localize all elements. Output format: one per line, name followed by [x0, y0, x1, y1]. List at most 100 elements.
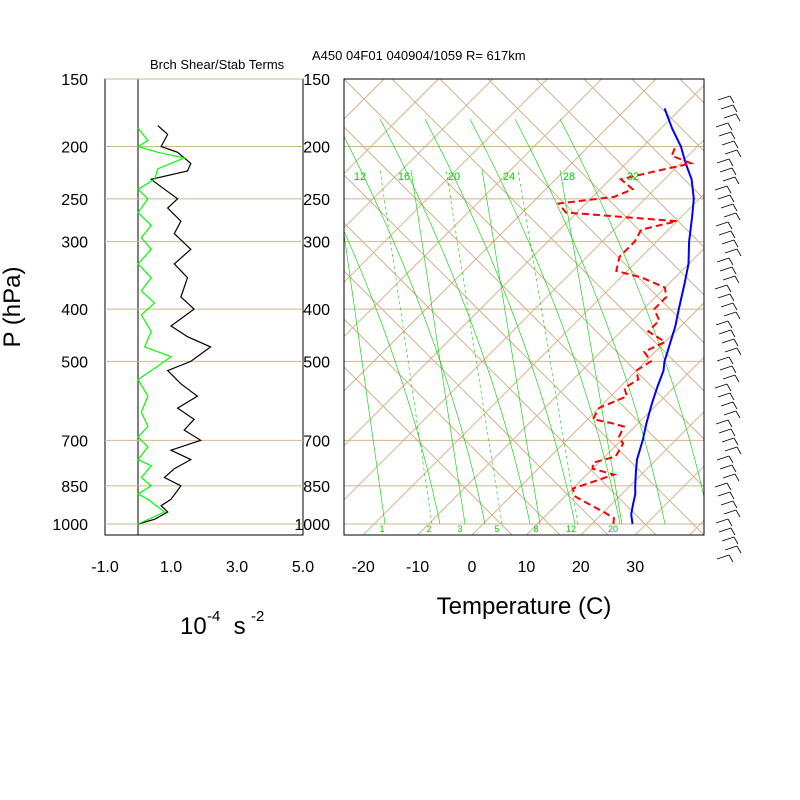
wind-barb-shaft — [715, 320, 729, 326]
wind-barb-flag — [730, 131, 736, 140]
wind-barb-flag — [733, 536, 739, 545]
pressure-tick-label-right: 850 — [303, 479, 330, 496]
temperature-tick-label: -20 — [352, 559, 375, 576]
wind-barb-flag — [731, 464, 737, 473]
left-x-tick-labels: -1.0 1.0 3.0 5.0 — [91, 559, 314, 576]
wind-barb-flag — [734, 473, 740, 482]
pressure-tick-label-right: 500 — [303, 354, 330, 371]
dry-adiabat-line — [344, 318, 561, 535]
wind-barb-shaft — [715, 419, 729, 425]
wind-barb-shaft — [715, 122, 729, 128]
isotherm-line — [344, 79, 439, 175]
isotherm-line — [689, 519, 704, 535]
wind-barb-flag — [735, 113, 741, 122]
wind-barb-shaft — [719, 266, 733, 272]
isotherm-line — [344, 79, 494, 229]
dry-adiabat-line — [439, 79, 704, 344]
isotherm-line — [362, 193, 704, 535]
mixing-ratio-label-top: 12 — [354, 171, 366, 183]
left-panel-curves — [136, 125, 212, 525]
wind-barb-shaft — [723, 410, 737, 416]
wind-barb-shaft — [716, 257, 730, 263]
wind-barb-flag — [728, 356, 734, 365]
wind-barb-flag — [736, 545, 742, 554]
wind-barb-shaft — [714, 284, 728, 290]
wind-barb-shaft — [716, 455, 730, 461]
wind-barb-shaft — [720, 203, 734, 209]
wind-barb-shaft — [720, 104, 734, 110]
moist-adiabat-line — [559, 118, 704, 499]
dry-adiabat-line — [344, 366, 513, 535]
wind-barb-shaft — [720, 500, 734, 506]
moist-adiabat-line — [424, 118, 576, 525]
isotherm-line — [344, 79, 548, 283]
wind-barb-shaft — [724, 347, 738, 353]
wind-barb-shaft — [719, 167, 733, 173]
wind-barb-flag — [735, 311, 741, 320]
wind-barb-shaft — [722, 176, 736, 182]
isotherm-line — [344, 79, 602, 338]
wind-barb-shaft — [724, 446, 738, 452]
moist-adiabat-line — [344, 135, 486, 525]
wind-barb-flag — [727, 122, 733, 131]
y-axis-label: P (hPa) — [0, 267, 26, 348]
wind-barb-flag — [728, 257, 734, 266]
dry-adiabat-line — [487, 79, 704, 296]
wind-barb-flag — [729, 491, 735, 500]
wind-barb-shaft — [724, 545, 738, 551]
mixing-ratio-label-bottom: 2 — [426, 524, 431, 534]
wind-barb-flag — [726, 284, 732, 293]
wind-barb-flag — [727, 320, 733, 329]
moist-adiabat-line — [469, 118, 621, 525]
dry-adiabat-line — [344, 126, 704, 488]
temperature-tick-label: 30 — [626, 559, 644, 576]
wind-barb-flag — [726, 185, 732, 194]
isotherm-line — [471, 302, 704, 535]
wind-barb-shaft — [723, 509, 737, 515]
wind-barb-shaft — [714, 185, 728, 191]
pressure-tick-label-left: 1000 — [52, 517, 88, 534]
mixing-ratio-line — [481, 169, 541, 525]
temperature-line — [630, 108, 695, 525]
moist-adiabat-line — [514, 118, 666, 525]
left-x-label-base: 10 — [180, 613, 207, 640]
mixing-ratio-label-bottom: 8 — [533, 524, 538, 534]
wind-barb-flag — [734, 176, 740, 185]
skew-t-frame — [343, 78, 705, 536]
isotherm-line — [344, 139, 704, 501]
wind-barb-shaft — [718, 329, 732, 335]
wind-barb-flag — [731, 167, 737, 176]
wind-barb-flag — [730, 428, 736, 437]
left-x-axis-label: 10 -4 s -2 — [180, 608, 264, 640]
wind-barb-shaft — [715, 221, 729, 227]
wind-barb-flag — [729, 293, 735, 302]
wind-barb-shaft — [722, 275, 736, 281]
isotherm-line — [417, 247, 704, 535]
wind-barb-shaft — [721, 140, 735, 146]
dry-adiabat-line — [583, 79, 704, 200]
pressure-tick-label-right: 300 — [303, 235, 330, 252]
wind-barb-shaft — [721, 239, 735, 245]
wind-barb-shaft — [717, 95, 731, 101]
wind-barb-flag — [733, 338, 739, 347]
wind-barb-flag — [726, 482, 732, 491]
wind-barb-flag — [727, 419, 733, 428]
wind-barb-shaft — [719, 464, 733, 470]
left-panel-frame — [104, 78, 304, 536]
wind-barb-shaft — [714, 383, 728, 389]
temperature-tick-label: -10 — [406, 559, 429, 576]
wind-barb-shaft — [722, 473, 736, 479]
mixing-ratio-line — [344, 231, 386, 525]
wind-barb-flag — [729, 392, 735, 401]
pressure-tick-labels: 150 150 200 200 250 250 300 300 400 400 500 500 700 7… — [52, 72, 330, 534]
wind-barb-flag — [731, 365, 737, 374]
temperature-tick-label: 0 — [468, 559, 477, 576]
wind-barb-flag — [730, 230, 736, 239]
left-x-tick-label: -1.0 — [91, 559, 119, 576]
wind-barb-shaft — [717, 392, 731, 398]
pressure-tick-label-left: 300 — [61, 235, 88, 252]
wind-barb-shaft — [717, 491, 731, 497]
wind-barb-flag — [732, 203, 738, 212]
wind-barb-flag — [736, 446, 742, 455]
